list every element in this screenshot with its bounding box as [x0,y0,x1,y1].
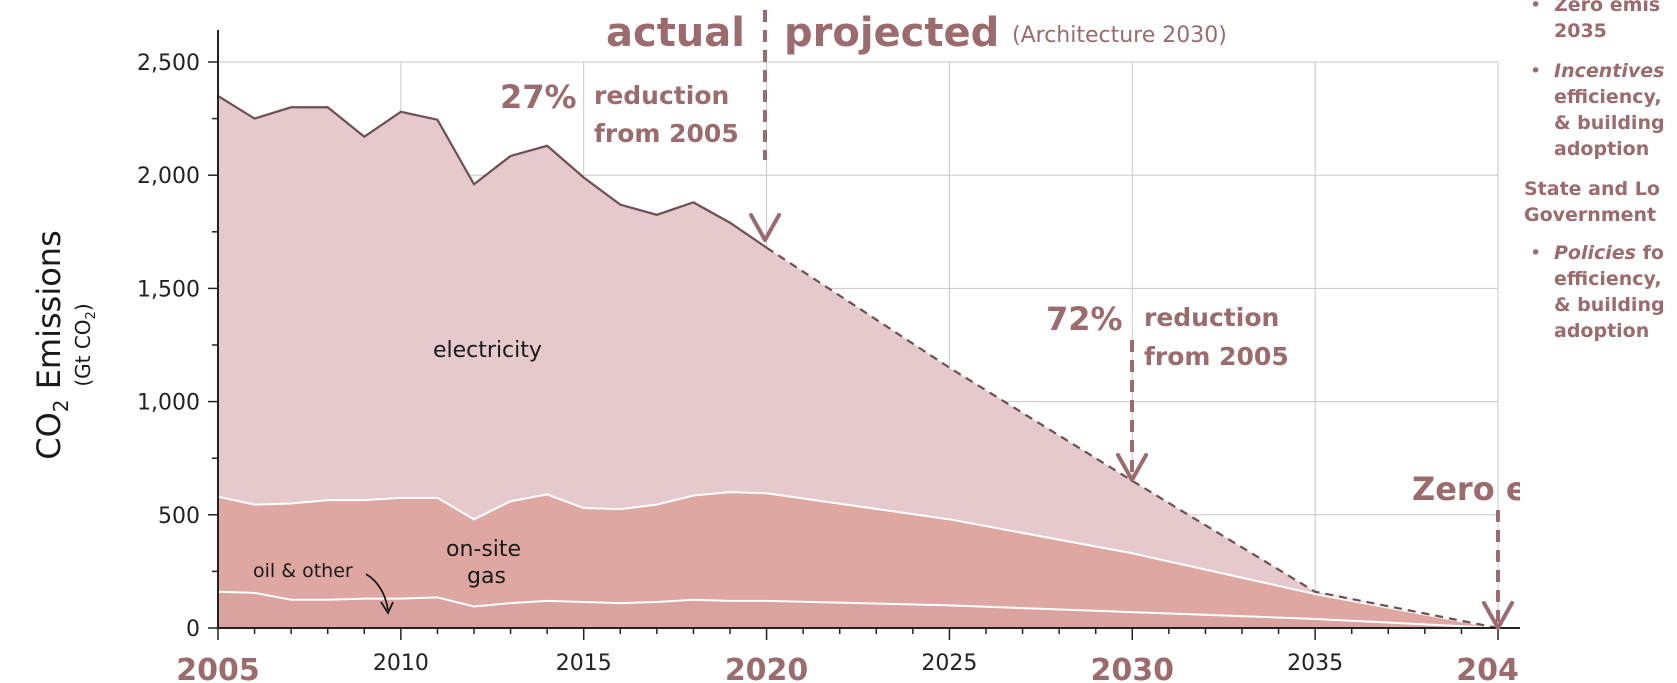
policy-sidebar: • Zero emis 2035 • Incentives efficiency, … [1520,0,1677,683]
axes [208,30,1520,640]
y-tick-label: 1,000 [137,391,200,416]
bullet-icon: • [1530,60,1542,82]
area-layers [217,95,1499,630]
x-tick-labels: 2010 2015 2025 2035 2005 2020 2030 2040 [176,651,1520,683]
reduction-27-line2: from 2005 [594,119,739,148]
y-axis-label: CO2 Emissions [30,230,73,459]
bullet-icon: • [1530,242,1542,264]
sidebar-item-policies: • Policies fo efficiency, & building adop… [1530,242,1665,342]
y-tick-label: 1,500 [137,277,200,302]
area-electricity [218,95,1498,628]
arrow-head-2020 [749,213,781,242]
label-actual: actual [606,10,745,56]
x-tick-label: 2025 [921,651,977,676]
reduction-72-line1: reduction [1144,303,1279,332]
sidebar-group-heading: State and Lo Government [1524,178,1660,226]
arrow-head-2040 [1482,601,1514,630]
line-total-projected [765,246,1499,630]
x-tick-label-major: 2020 [725,653,809,683]
x-tick-label: 2010 [373,651,429,676]
area-on-site-gas [218,492,1498,628]
region-label-oil: oil & other [253,560,353,582]
reduction-72-line2: from 2005 [1144,342,1289,371]
y-axis-unit: (Gt CO2) [71,303,99,386]
region-label-gas-line2: gas [467,564,506,589]
label-projected: projected [784,10,999,56]
x-tick-label-major: 2030 [1091,653,1175,683]
x-tick-label-major: 2040 [1456,653,1520,683]
pct-27: 27% [500,78,577,116]
y-tick-labels: 0 500 1,000 1,500 2,000 2,500 [137,51,200,642]
annotations: actual projected (Architecture 2030) 27%… [253,10,1520,630]
region-label-electricity: electricity [433,338,542,363]
label-architecture: (Architecture 2030) [1012,23,1227,48]
x-tick-label: 2015 [556,651,612,676]
label-zero-emissions: Zero emissions [1412,470,1520,508]
pct-72: 72% [1046,300,1123,338]
emissions-chart: 0 500 1,000 1,500 2,000 2,500 2010 2015 2025 203… [30,10,1520,683]
y-tick-label: 2,500 [137,51,200,76]
y-tick-label: 500 [158,504,200,529]
line-oil-boundary [217,590,1499,629]
line-total-actual [217,95,768,249]
region-label-gas-line1: on-site [446,537,521,562]
arrow-oil-pointer [365,573,389,611]
y-tick-label: 0 [186,617,200,642]
x-tick-label-major: 2005 [176,653,260,683]
arrow-head-2030 [1116,453,1148,482]
sidebar-item-zero-emission: • Zero emis 2035 [1520,0,1677,44]
sidebar-item-incentives: • Incentives efficiency, & building adopt… [1530,60,1665,160]
y-tick-label: 2,000 [137,164,200,189]
bullet-icon: • [1530,0,1542,16]
x-tick-label: 2035 [1287,651,1343,676]
area-oil-other [218,591,1498,628]
arrow-oil-pointer-head [380,601,394,615]
reduction-27-line1: reduction [594,81,729,110]
line-gas-boundary [217,491,1499,629]
